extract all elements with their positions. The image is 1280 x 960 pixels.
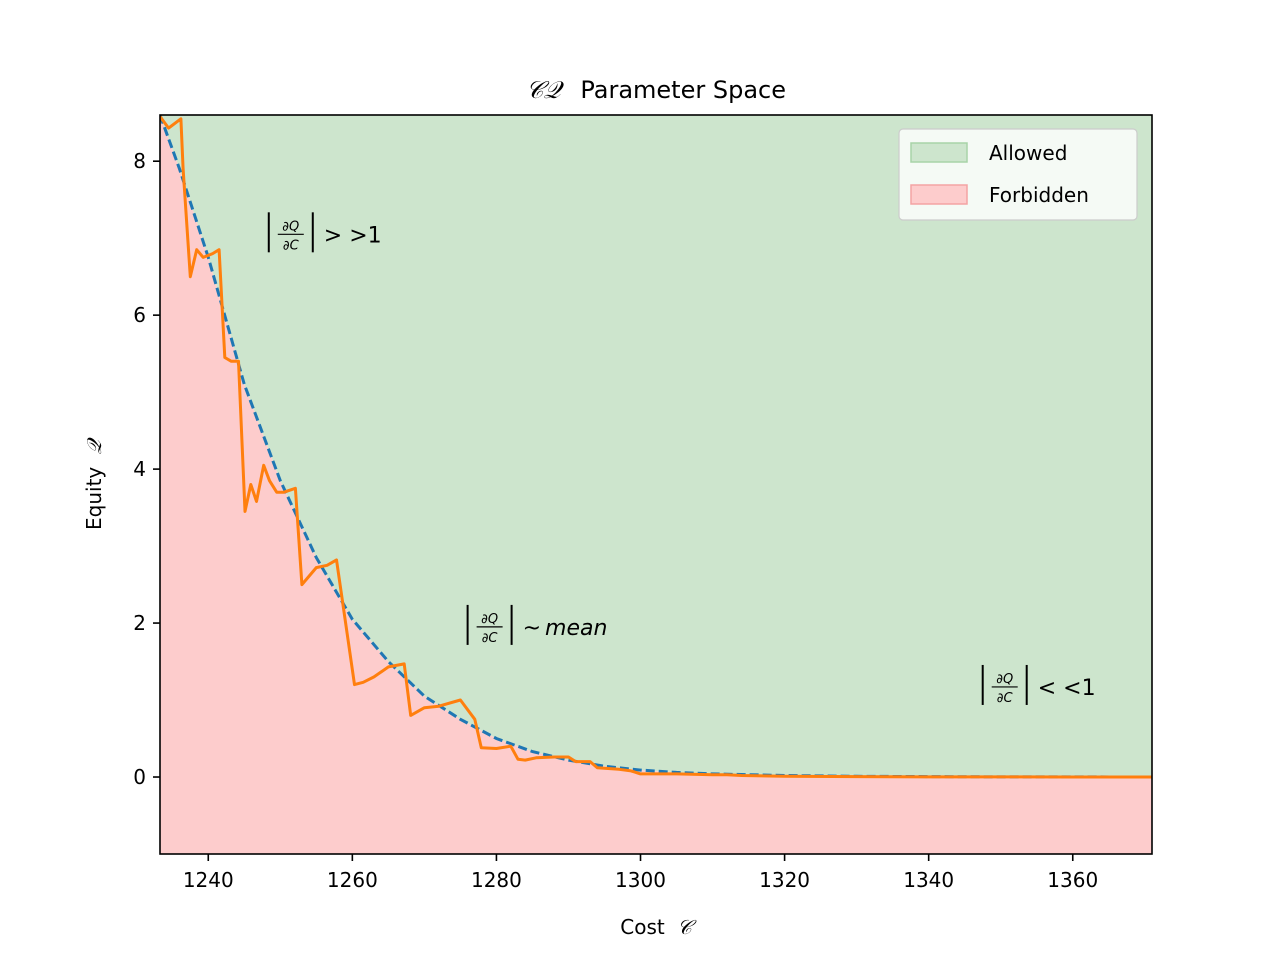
fraction-denominator: ∂C (997, 691, 1014, 706)
legend-swatch-allowed (910, 142, 968, 163)
fraction-numerator: ∂Q (996, 672, 1013, 687)
derivative-annotation: ∂Q ∂C > >1 (267, 212, 382, 253)
y-axis-ticks: 0 2 4 6 8 (133, 149, 160, 789)
chart-title-symbol: 𝒞𝒬 (526, 76, 564, 104)
annotation-relation: < <1 (1038, 676, 1096, 701)
x-tick-label: 1320 (759, 868, 810, 892)
fraction-numerator: ∂Q (282, 219, 299, 234)
x-tick-label: 1300 (615, 868, 666, 892)
legend-label-forbidden: Forbidden (989, 183, 1089, 207)
x-axis-label-symbol: 𝒞 (677, 915, 697, 939)
y-tick-label: 0 (133, 765, 146, 789)
y-tick-label: 6 (133, 303, 146, 327)
plot-regions (160, 115, 1152, 854)
x-tick-label: 1340 (903, 868, 954, 892)
legend-label-allowed: Allowed (989, 141, 1067, 165)
x-axis-label-text: Cost (620, 915, 665, 939)
y-tick-label: 4 (133, 457, 146, 481)
derivative-annotation: ∂Q ∂C < <1 (981, 664, 1096, 706)
fraction-denominator: ∂C (482, 631, 499, 646)
x-tick-label: 1240 (183, 868, 234, 892)
legend-swatch-forbidden (910, 184, 968, 205)
y-axis-label: Equity 𝒬 (82, 436, 106, 530)
annotation-relation: ~ mean (523, 616, 608, 641)
annotation-relation: > >1 (324, 223, 382, 248)
allowed-region (160, 115, 1152, 777)
fraction-denominator: ∂C (283, 238, 300, 253)
y-axis-label-text: Equity (82, 467, 106, 530)
sampled-curve (160, 115, 1152, 779)
x-axis-label: Cost 𝒞 (620, 915, 697, 939)
x-axis-ticks: 1240 1260 1280 1300 1320 1340 1360 (183, 854, 1098, 892)
y-tick-label: 8 (133, 149, 146, 173)
y-axis-label-symbol: 𝒬 (82, 436, 106, 454)
legend: Allowed Forbidden (898, 128, 1138, 221)
y-tick-label: 2 (133, 611, 146, 635)
x-tick-label: 1260 (327, 868, 378, 892)
forbidden-region (160, 115, 1152, 854)
x-tick-label: 1280 (471, 868, 522, 892)
plot-frame (159, 114, 1153, 855)
annotations: ∂Q ∂C > >1 ∂Q ∂C ~ mean ∂Q ∂C < <1 (267, 212, 1096, 706)
fraction-numerator: ∂Q (481, 612, 498, 627)
chart-title-text: Parameter Space (580, 76, 786, 104)
chart-title: 𝒞𝒬 Parameter Space (526, 76, 786, 104)
derivative-annotation: ∂Q ∂C ~ mean (466, 604, 608, 646)
x-tick-label: 1360 (1047, 868, 1098, 892)
